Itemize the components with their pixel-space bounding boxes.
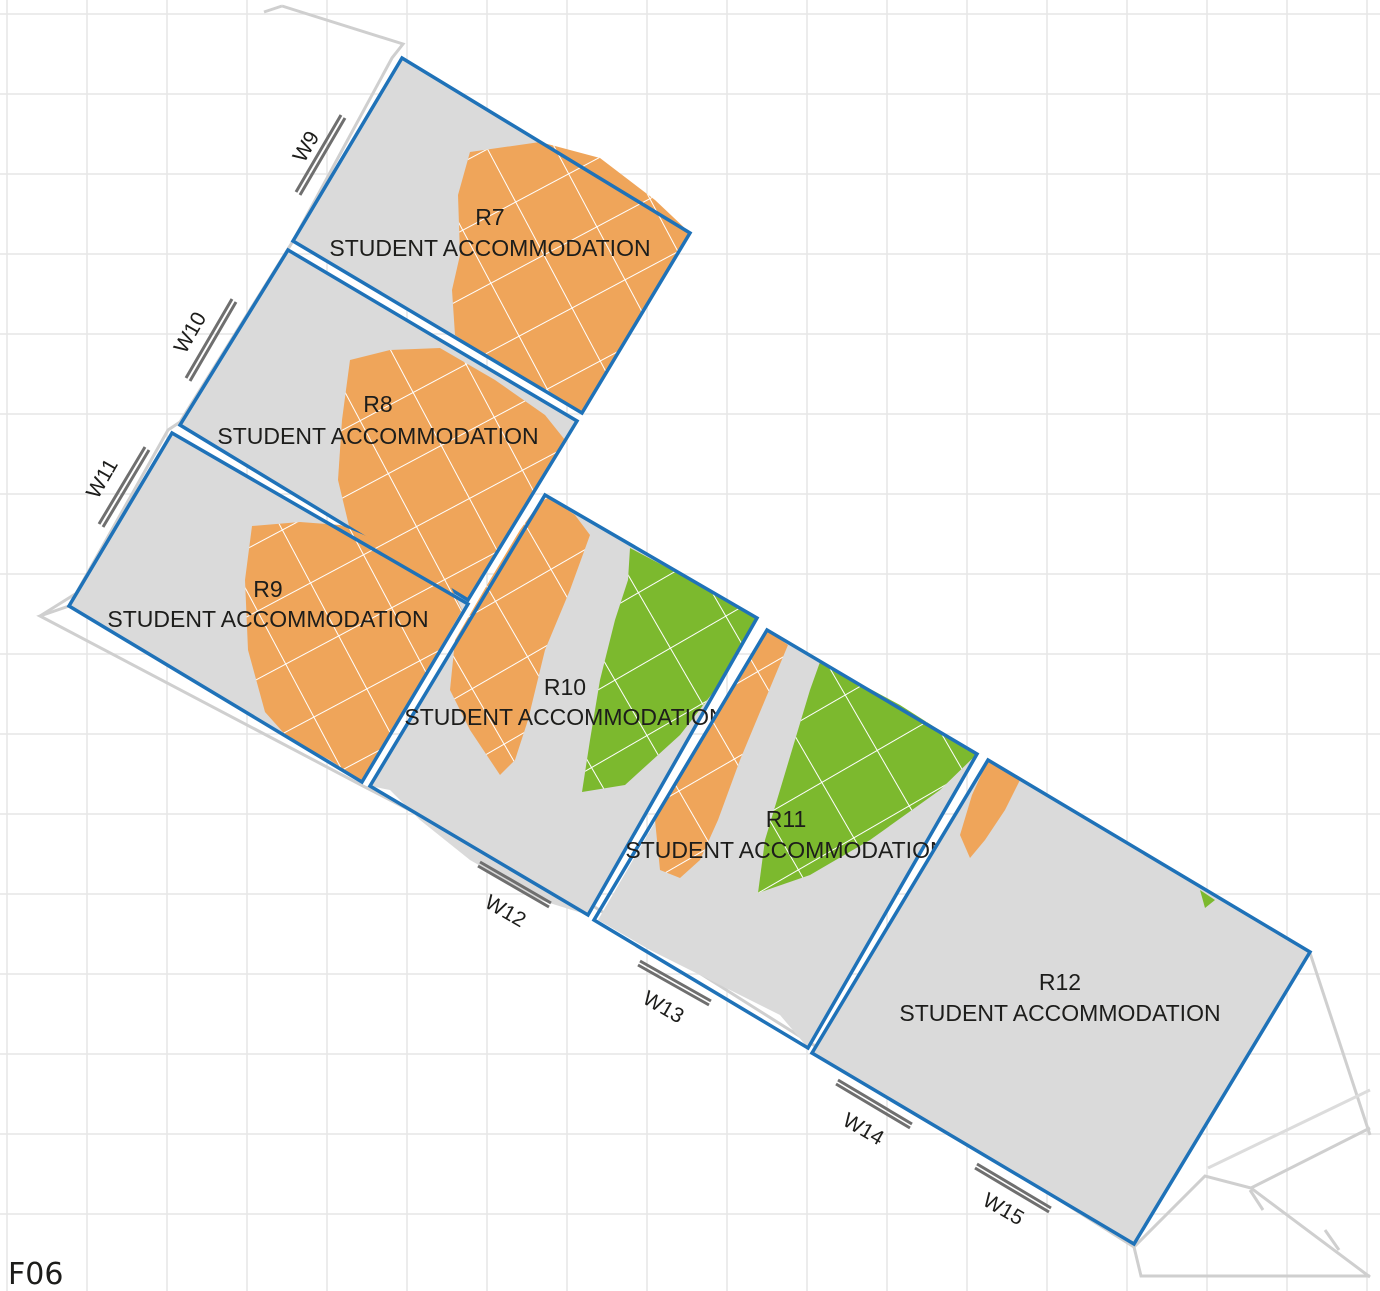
window-w13-label: W13 <box>639 987 688 1029</box>
r7-outline <box>290 55 693 416</box>
r12-green-area <box>1200 890 1215 908</box>
r9-use-label: STUDENT ACCOMMODATION <box>107 606 428 632</box>
window-w10-label: W10 <box>170 308 212 357</box>
r12-orange-area <box>960 760 1020 858</box>
r10-use-label: STUDENT ACCOMMODATION <box>404 704 725 730</box>
r12-id-label: R12 <box>1039 969 1081 995</box>
r8-use-label: STUDENT ACCOMMODATION <box>217 423 538 449</box>
r11-use-label: STUDENT ACCOMMODATION <box>625 837 946 863</box>
r10-id-label: R10 <box>544 674 586 700</box>
r11-outline <box>591 627 980 1051</box>
r9-id-label: R9 <box>253 576 282 602</box>
r7-use-label: STUDENT ACCOMMODATION <box>329 235 650 261</box>
r12-outline <box>809 757 1313 1247</box>
room-r11[interactable]: R11 STUDENT ACCOMMODATION <box>591 627 980 1051</box>
room-r12[interactable]: R12 STUDENT ACCOMMODATION <box>809 757 1313 1247</box>
r12-use-label: STUDENT ACCOMMODATION <box>899 1000 1220 1026</box>
building-walls <box>36 4 1372 1279</box>
r8-outline <box>177 247 580 603</box>
r10-outline <box>367 492 760 918</box>
floor-label: F06 <box>8 1257 63 1291</box>
room-r9[interactable]: R9 STUDENT ACCOMMODATION <box>66 430 471 785</box>
r11-id-label: R11 <box>766 806 807 832</box>
room-r10[interactable]: R10 STUDENT ACCOMMODATION <box>367 492 760 918</box>
room-r7[interactable]: R7 STUDENT ACCOMMODATION <box>290 55 693 416</box>
r12-survey-area <box>812 760 1310 1244</box>
r7-id-label: R7 <box>475 204 504 230</box>
room-r8[interactable]: R8 STUDENT ACCOMMODATION <box>177 247 580 603</box>
window-w12-label: W12 <box>481 891 530 933</box>
window-w14-label: W14 <box>839 1109 888 1151</box>
r8-id-label: R8 <box>363 391 392 417</box>
r9-outline <box>66 430 471 785</box>
